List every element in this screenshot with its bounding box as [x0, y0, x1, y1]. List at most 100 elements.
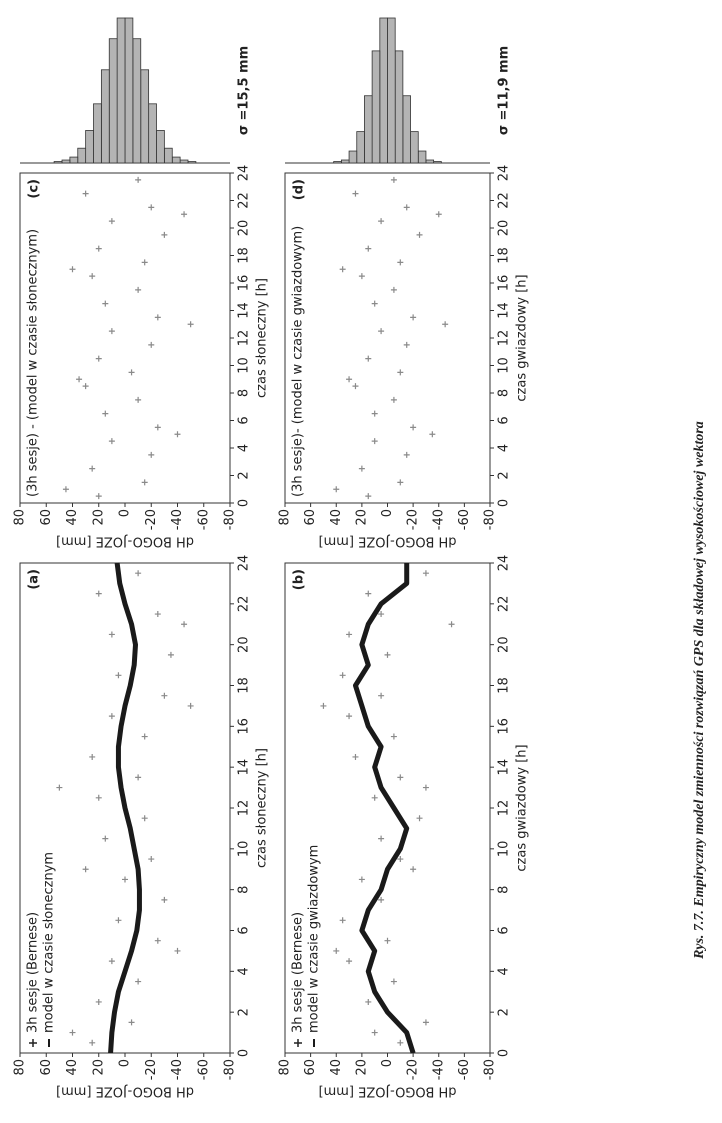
point — [365, 493, 372, 500]
hist-bar — [108, 38, 118, 164]
point — [148, 341, 155, 348]
x-tick-label: 2 — [237, 1008, 252, 1016]
x-tick-label: 22 — [237, 192, 252, 209]
legend-marker — [29, 1039, 37, 1047]
x-tick-label: 14 — [237, 302, 252, 319]
panel-letter: (d) — [292, 179, 307, 200]
point — [390, 396, 397, 403]
point — [410, 866, 417, 873]
y-tick-label: 0 — [118, 1059, 133, 1067]
point — [448, 621, 455, 628]
point — [76, 376, 83, 383]
point — [56, 784, 63, 791]
point — [346, 958, 353, 965]
point — [161, 692, 168, 699]
y-tick-label: -80 — [223, 1059, 238, 1080]
hist-bar — [61, 159, 71, 164]
y-tick-label: 20 — [91, 509, 106, 526]
point — [95, 998, 102, 1005]
y-tick-label: -80 — [483, 509, 498, 530]
point — [89, 273, 96, 280]
point — [403, 204, 410, 211]
point — [135, 774, 142, 781]
hist-bar — [124, 17, 134, 164]
x-tick-label: 20 — [237, 636, 252, 653]
point — [115, 917, 122, 924]
point — [154, 937, 161, 944]
x-tick-label: 2 — [497, 471, 512, 479]
hist-bar — [364, 95, 373, 164]
y-tick-label: -20 — [406, 509, 421, 530]
hist-bar — [387, 17, 396, 164]
point — [416, 231, 423, 238]
x-tick-label: 18 — [497, 677, 512, 694]
point — [358, 876, 365, 883]
x-axis-label: czas słoneczny [h] — [255, 748, 270, 868]
y-tick-label: -60 — [457, 1059, 472, 1080]
hist-bar — [148, 103, 157, 164]
point — [422, 784, 429, 791]
legend-label: model w czasie słonecznym — [42, 852, 57, 1033]
y-tick-label: -60 — [196, 509, 211, 530]
point — [397, 259, 404, 266]
x-tick-label: 18 — [237, 677, 252, 694]
point — [390, 978, 397, 985]
hist-bar — [163, 147, 173, 164]
x-tick-label: 0 — [497, 499, 512, 507]
point — [108, 328, 115, 335]
hist-bar — [425, 159, 435, 164]
point — [62, 486, 69, 493]
x-tick-label: 10 — [237, 841, 252, 858]
point — [410, 314, 417, 321]
point — [346, 631, 353, 638]
x-axis-label: czas słoneczny [h] — [255, 278, 270, 398]
point — [339, 917, 346, 924]
hist-bar — [187, 161, 197, 164]
point — [390, 733, 397, 740]
hist-bar — [417, 150, 427, 164]
point — [161, 231, 168, 238]
x-tick-label: 10 — [497, 841, 512, 858]
hist-bar — [53, 161, 63, 164]
point — [416, 815, 423, 822]
panel-letter: (b) — [292, 569, 307, 590]
point — [161, 896, 168, 903]
point — [339, 672, 346, 679]
hist-bar — [410, 131, 419, 164]
y-axis-label: dH BOGO-JOZE [mm] — [319, 1084, 457, 1099]
y-tick-label: 40 — [65, 1059, 80, 1076]
point — [95, 590, 102, 597]
x-tick-label: 4 — [237, 967, 252, 975]
point — [135, 396, 142, 403]
x-axis-label: czas gwiazdowy [h] — [515, 274, 530, 401]
point — [397, 479, 404, 486]
panel-letter: (a) — [27, 569, 42, 590]
legend-marker — [294, 1039, 302, 1047]
point — [141, 259, 148, 266]
x-tick-label: 12 — [237, 330, 252, 347]
hist-bar — [116, 17, 126, 164]
x-tick-label: 18 — [237, 247, 252, 264]
panel-letter: (c) — [27, 179, 42, 199]
point — [378, 611, 385, 618]
x-tick-label: 4 — [497, 967, 512, 975]
point — [167, 651, 174, 658]
point — [148, 451, 155, 458]
x-tick-label: 10 — [497, 357, 512, 374]
point — [365, 245, 372, 252]
point — [128, 369, 135, 376]
point — [95, 794, 102, 801]
point — [410, 424, 417, 431]
point — [365, 355, 372, 362]
point — [333, 947, 340, 954]
x-tick-label: 2 — [497, 1008, 512, 1016]
x-tick-label: 8 — [497, 886, 512, 894]
x-tick-label: 4 — [237, 444, 252, 452]
point — [378, 692, 385, 699]
model-line — [352, 563, 416, 1054]
hist-bar — [132, 38, 142, 164]
point — [108, 958, 115, 965]
point — [442, 321, 449, 328]
x-tick-label: 4 — [497, 444, 512, 452]
y-tick-label: 80 — [278, 509, 293, 526]
